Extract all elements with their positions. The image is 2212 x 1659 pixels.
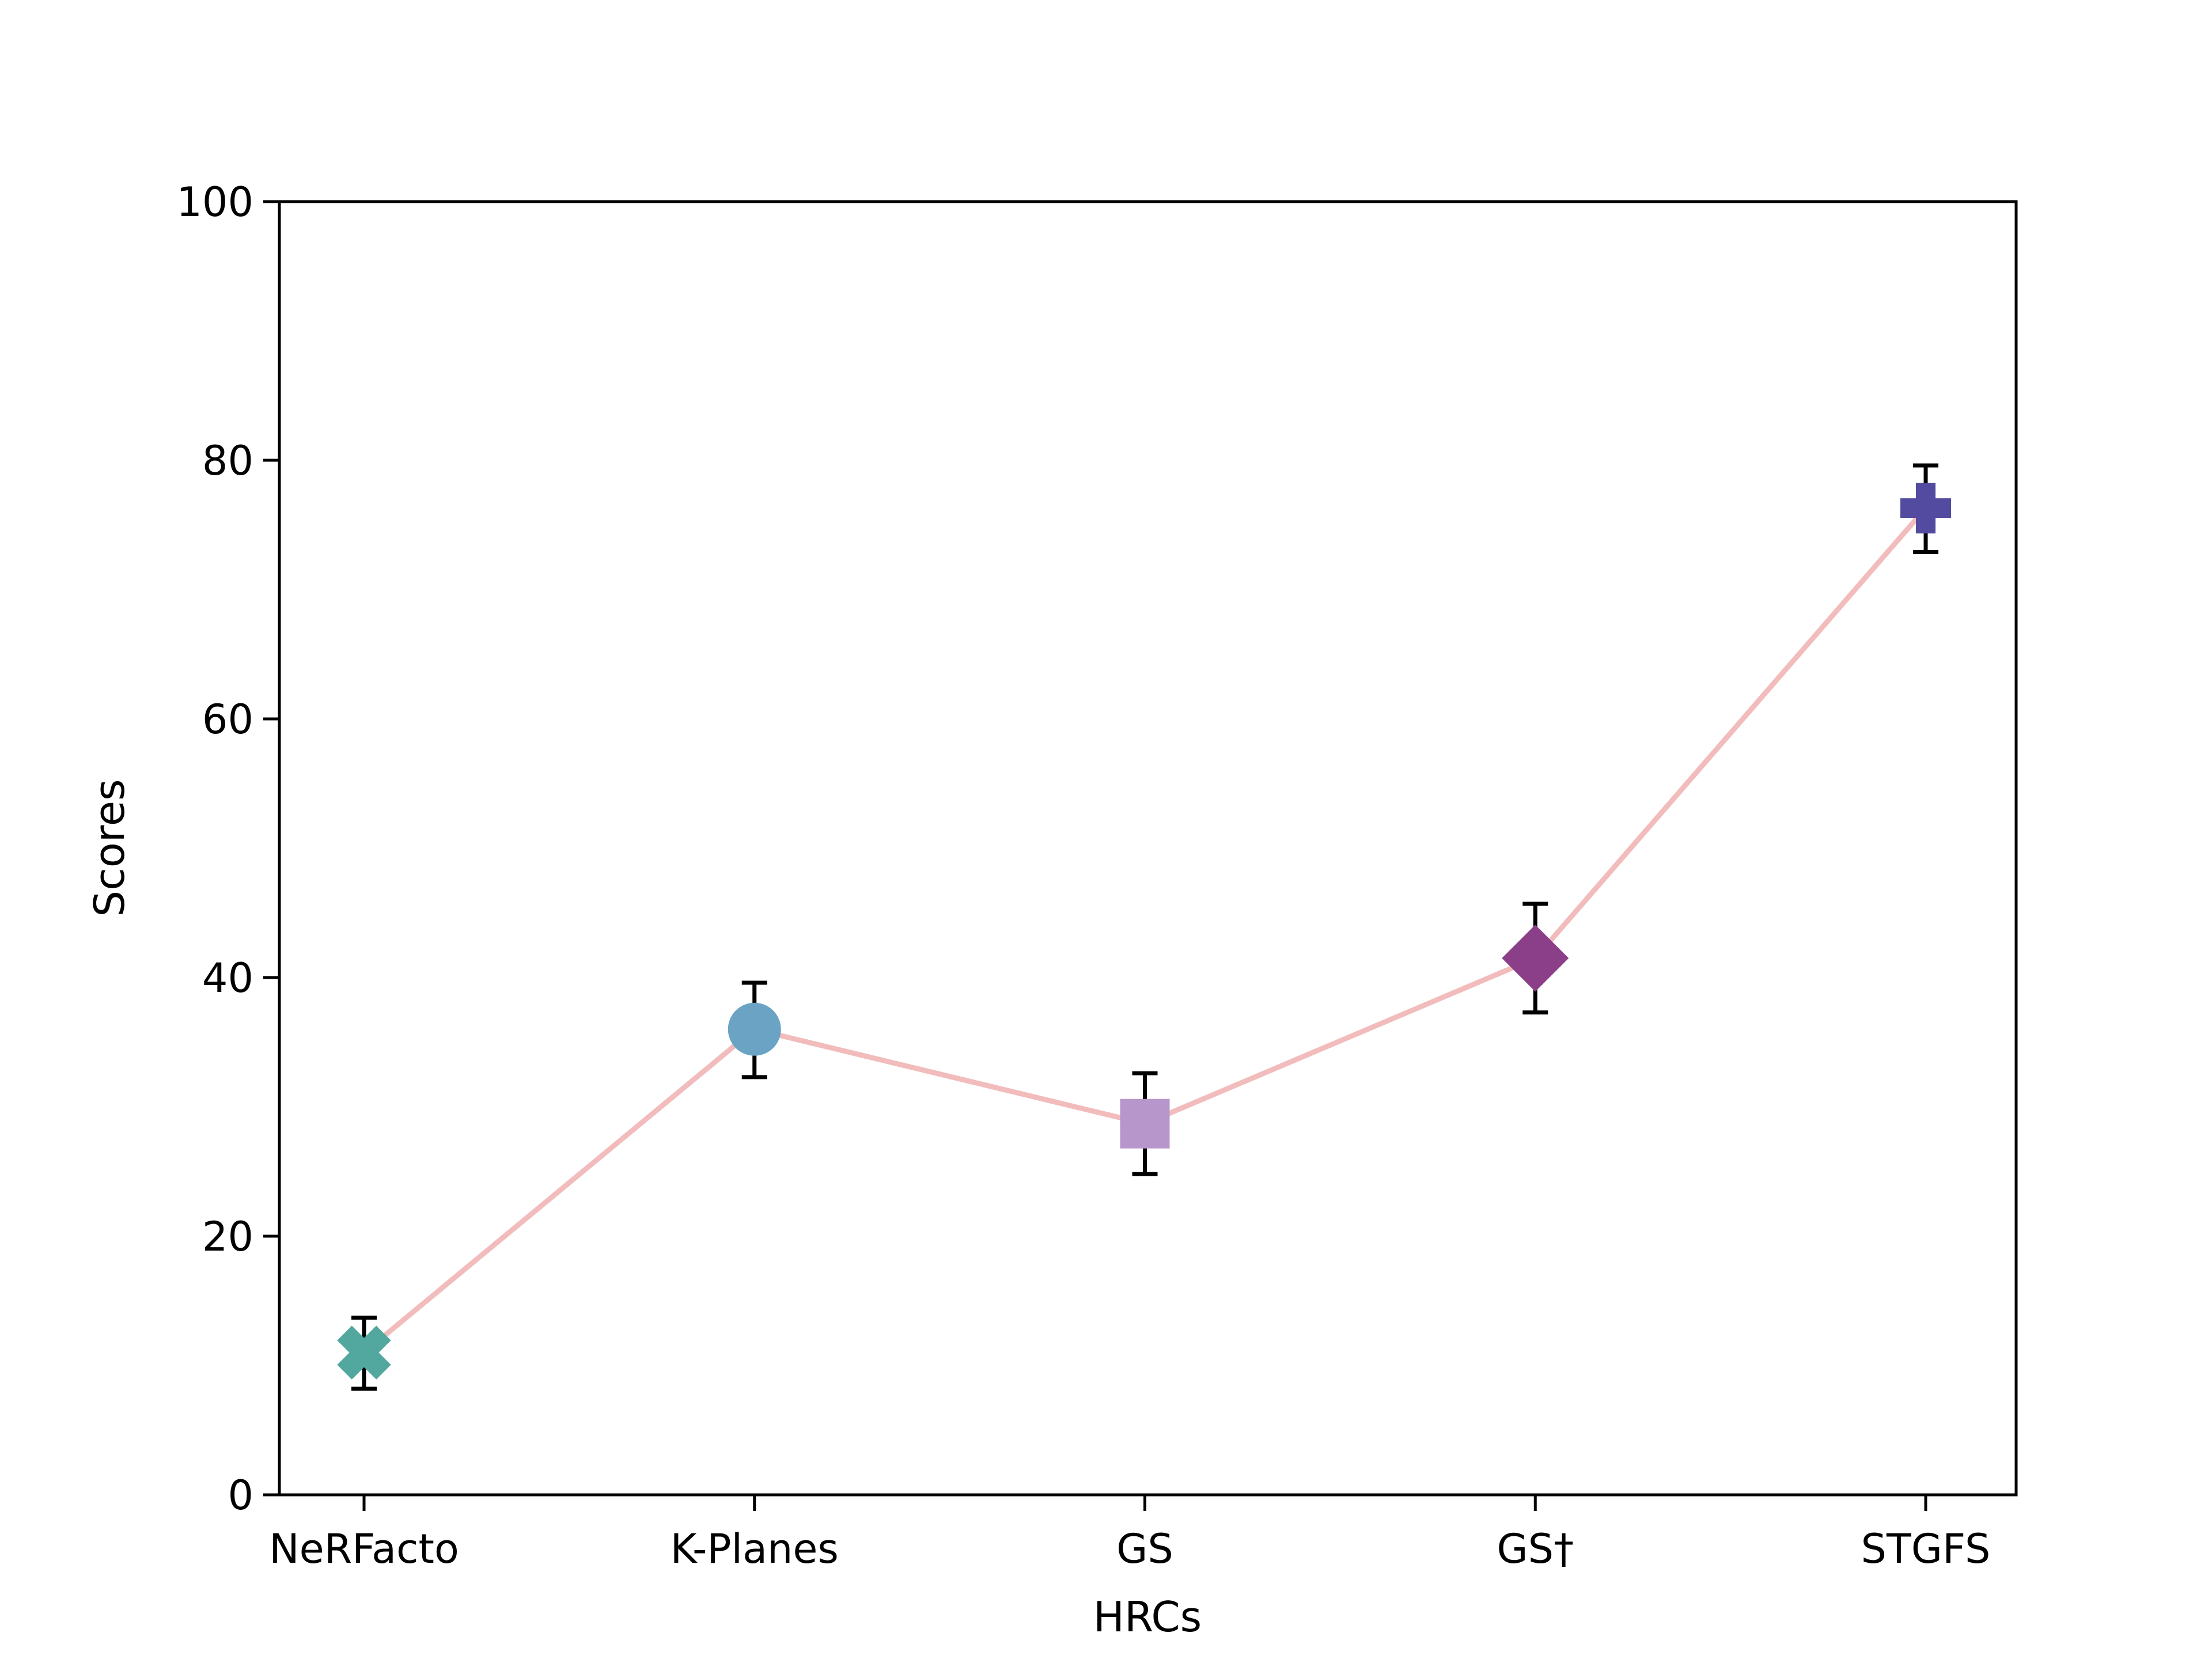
plot-area [279,202,2016,1495]
marker-layer [337,483,1951,1380]
x-tick-label: NeRFacto [269,1525,459,1573]
x-axis-title: HRCs [1093,1593,1202,1641]
plot-frame [278,200,2018,1497]
y-tick-label: 100 [176,179,253,226]
y-tick-label: 20 [202,1213,253,1260]
y-tick-label: 0 [228,1472,253,1519]
y-tick-label: 40 [202,955,253,1002]
marker-diamond [1502,925,1569,992]
y-tick-label: 60 [202,696,253,743]
marker-x [337,1325,391,1380]
marker-square [1120,1099,1170,1149]
marker-circle [728,1002,781,1056]
y-axis: 0 20 40 60 80 100 [176,179,279,1519]
x-tick-label: GS [1116,1525,1173,1573]
y-tick-label: 80 [202,437,253,484]
x-tick-label: K-Planes [671,1525,839,1573]
x-axis: NeRFacto K-Planes GS GS† STGFS [269,1495,1990,1573]
x-tick-label: GS† [1497,1525,1574,1573]
y-axis-title: Scores [85,779,134,916]
marker-plus [1900,483,1951,534]
x-tick-label: STGFS [1861,1525,1991,1573]
